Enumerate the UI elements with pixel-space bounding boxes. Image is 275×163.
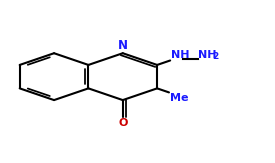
Text: NH: NH <box>198 50 217 60</box>
Text: Me: Me <box>170 93 188 103</box>
Text: 2: 2 <box>212 52 218 61</box>
Text: N: N <box>118 39 128 52</box>
Text: NH: NH <box>171 50 189 60</box>
Text: O: O <box>118 118 127 128</box>
